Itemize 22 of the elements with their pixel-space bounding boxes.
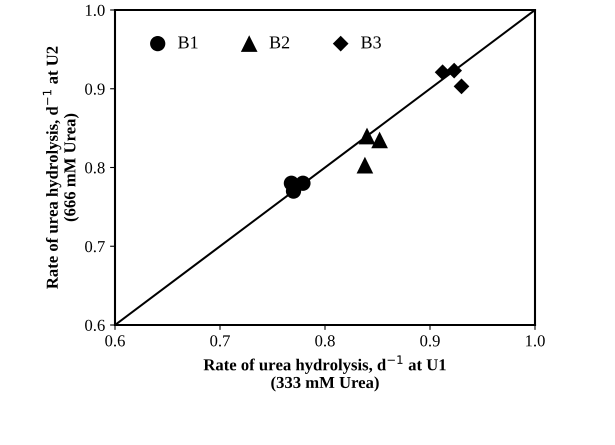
- legend-label: B2: [270, 36, 290, 48]
- x-tick-label: 0.7: [210, 335, 230, 347]
- y-tick-label: 0.7: [85, 240, 105, 252]
- y-tick-label: 0.9: [85, 83, 105, 95]
- x-tick-label: 0.9: [420, 335, 440, 347]
- point: [434, 64, 450, 80]
- point: [446, 62, 462, 78]
- x-tick-label: 1.0: [526, 335, 545, 347]
- legend-label: B3: [361, 36, 381, 49]
- point: [454, 78, 470, 94]
- legend-label: B1: [178, 36, 198, 48]
- text: Rate of urea hydrolysis, d$^{−1}$ at U1 (333 mM Urea): [204, 355, 446, 392]
- y-tick-label: 0.8: [85, 162, 105, 174]
- x-tick-label: 0.6: [105, 335, 125, 347]
- y-tick-label: 0.6: [85, 320, 105, 332]
- point: [295, 176, 311, 191]
- point: [371, 132, 388, 148]
- x-tick-label: 0.8: [315, 335, 335, 347]
- point: [356, 156, 374, 174]
- point: [358, 128, 376, 144]
- y-tick-label: 1.0: [86, 4, 105, 16]
- text: Rate of urea hydrolysis, d$^{−1}$ at U2 (666 mM Urea): [42, 46, 79, 289]
